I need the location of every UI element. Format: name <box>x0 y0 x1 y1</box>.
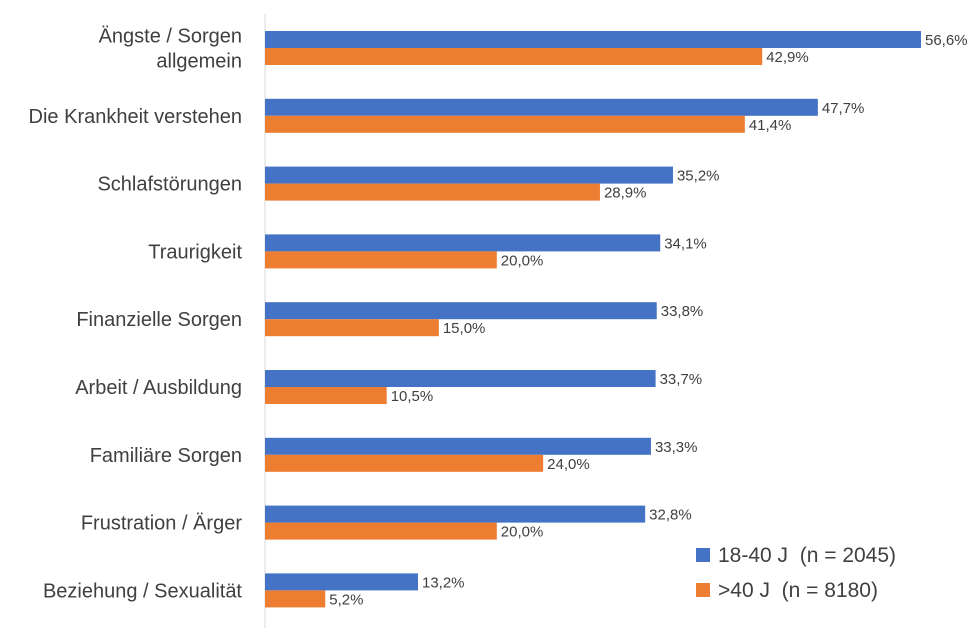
category-label: Frustration / Ärger <box>81 513 243 535</box>
bar-18-40 <box>265 234 661 252</box>
data-label: 13,2% <box>422 574 465 591</box>
bar-over-40 <box>265 48 763 65</box>
bar-over-40 <box>265 319 439 337</box>
data-label: 28,9% <box>604 185 647 202</box>
data-label: 33,3% <box>655 439 698 456</box>
bar-18-40 <box>265 437 651 455</box>
bar-over-40 <box>265 522 497 540</box>
bar-over-40 <box>265 590 326 608</box>
bar-18-40 <box>265 166 673 184</box>
data-label: 24,0% <box>547 456 590 473</box>
data-label: 34,1% <box>664 235 707 252</box>
bar-over-40 <box>265 115 745 133</box>
bar-18-40 <box>265 505 646 523</box>
data-label: 10,5% <box>391 388 434 405</box>
data-label: 42,9% <box>766 49 809 66</box>
category-label: Arbeit / Ausbildung <box>75 377 242 399</box>
bar-over-40 <box>265 387 387 404</box>
category-label: Finanzielle Sorgen <box>76 309 242 331</box>
category-label: Schlafstörungen <box>97 174 242 196</box>
category-label: Beziehung / Sexualität <box>43 580 242 602</box>
bar-over-40 <box>265 251 497 269</box>
category-label: Die Krankheit verstehen <box>29 106 242 128</box>
bar-over-40 <box>265 454 544 472</box>
bar-18-40 <box>265 370 656 387</box>
bar-18-40 <box>265 302 657 320</box>
category-label: Ängste / Sorgen allgemein <box>99 26 242 73</box>
category-label: Traurigkeit <box>148 241 242 263</box>
category-label: Familiäre Sorgen <box>90 445 242 467</box>
data-label: 5,2% <box>329 591 363 608</box>
bar-18-40 <box>265 573 418 591</box>
data-label: 35,2% <box>677 168 720 185</box>
bar-18-40 <box>265 98 818 116</box>
data-label: 33,7% <box>660 371 703 388</box>
legend-swatch <box>696 583 710 597</box>
legend-label: 18-40 J (n = 2045) <box>718 544 896 567</box>
bar-18-40 <box>265 31 921 48</box>
data-label: 33,8% <box>661 303 704 320</box>
data-label: 20,0% <box>501 252 544 269</box>
bar-over-40 <box>265 183 600 201</box>
legend-label: >40 J (n = 8180) <box>718 579 878 602</box>
data-label: 41,4% <box>749 117 792 134</box>
data-label: 15,0% <box>443 320 486 337</box>
data-label: 32,8% <box>649 507 692 524</box>
data-label: 20,0% <box>501 524 544 541</box>
legend-swatch <box>696 548 710 562</box>
data-label: 47,7% <box>822 100 865 117</box>
data-label: 56,6% <box>925 32 968 49</box>
